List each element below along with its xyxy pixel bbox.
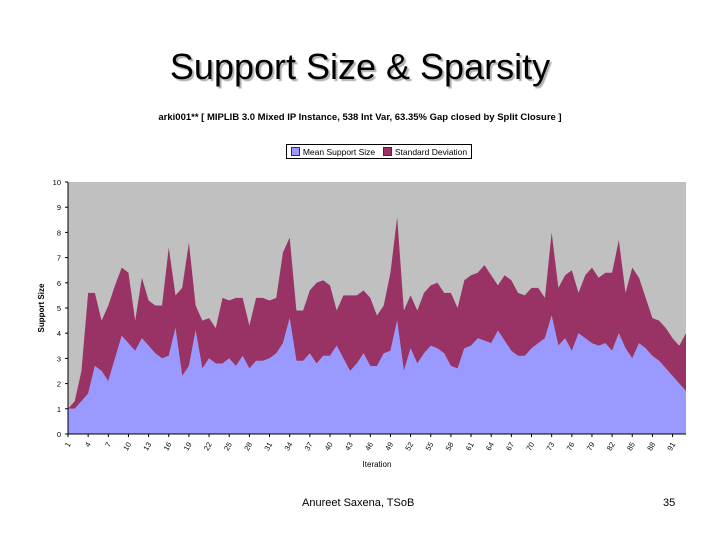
y-tick-label: 1 xyxy=(57,405,61,414)
x-tick-label: 7 xyxy=(103,441,113,449)
x-tick-label: 91 xyxy=(665,441,677,453)
x-tick-label: 1 xyxy=(63,441,73,449)
x-tick-label: 4 xyxy=(83,441,93,449)
x-axis-label: Iteration xyxy=(363,460,392,469)
page-number: 35 xyxy=(663,497,676,509)
legend-item-std: Standard Deviation xyxy=(382,146,468,157)
x-tick-label: 37 xyxy=(303,441,315,453)
x-tick-label: 46 xyxy=(363,441,375,453)
x-tick-label: 52 xyxy=(403,441,415,453)
legend-label-std: Standard Deviation xyxy=(394,146,468,157)
y-tick-label: 7 xyxy=(57,254,61,263)
y-tick-label: 9 xyxy=(57,203,61,212)
series-area-standard-deviation xyxy=(68,217,686,409)
x-tick-label: 88 xyxy=(645,441,657,453)
y-tick-label: 10 xyxy=(53,178,61,187)
x-tick-label: 25 xyxy=(222,441,234,453)
slide-title: Support Size & Sparsity xyxy=(169,46,551,87)
y-axis-label: Support Size xyxy=(37,283,46,332)
x-tick-label: 82 xyxy=(605,441,617,453)
legend-swatch-mean xyxy=(290,147,300,156)
x-tick-label: 49 xyxy=(383,441,395,453)
y-tick-label: 0 xyxy=(57,430,61,439)
legend-item-mean: Mean Support Size xyxy=(290,146,376,157)
y-tick-label: 5 xyxy=(57,304,61,313)
series-area-mean-support-size xyxy=(68,315,686,434)
x-tick-label: 16 xyxy=(162,441,174,453)
x-tick-label: 76 xyxy=(565,441,577,453)
x-tick-label: 58 xyxy=(444,441,456,453)
y-tick-label: 8 xyxy=(57,228,61,237)
x-tick-label: 79 xyxy=(585,441,597,453)
x-tick-label: 34 xyxy=(282,441,294,453)
x-tick-label: 43 xyxy=(343,441,355,453)
y-tick-label: 4 xyxy=(57,329,61,338)
y-tick-label: 3 xyxy=(57,354,61,363)
x-tick-label: 10 xyxy=(121,441,133,453)
x-tick-label: 73 xyxy=(544,441,556,453)
x-tick-label: 85 xyxy=(625,441,637,453)
y-tick-label: 6 xyxy=(57,279,61,288)
x-tick-label: 28 xyxy=(242,441,254,453)
x-tick-label: 19 xyxy=(182,441,194,453)
x-tick-label: 70 xyxy=(524,441,536,453)
legend-swatch-std xyxy=(382,147,392,156)
x-tick-label: 22 xyxy=(202,441,214,453)
x-tick-label: 64 xyxy=(484,441,496,453)
footer-author: Anureet Saxena, TSoB xyxy=(302,497,415,509)
x-tick-label: 13 xyxy=(141,441,153,453)
x-tick-label: 61 xyxy=(464,441,476,453)
chart-title: arki001** [ MIPLIB 3.0 Mixed IP Instance… xyxy=(158,112,562,123)
x-tick-label: 67 xyxy=(504,441,516,453)
x-tick-label: 40 xyxy=(323,441,335,453)
x-tick-label: 31 xyxy=(262,441,274,453)
y-tick-label: 2 xyxy=(57,380,61,389)
chart-legend: Mean Support Size Standard Deviation xyxy=(286,144,472,159)
legend-label-mean: Mean Support Size xyxy=(302,146,376,157)
x-tick-label: 55 xyxy=(424,441,436,453)
